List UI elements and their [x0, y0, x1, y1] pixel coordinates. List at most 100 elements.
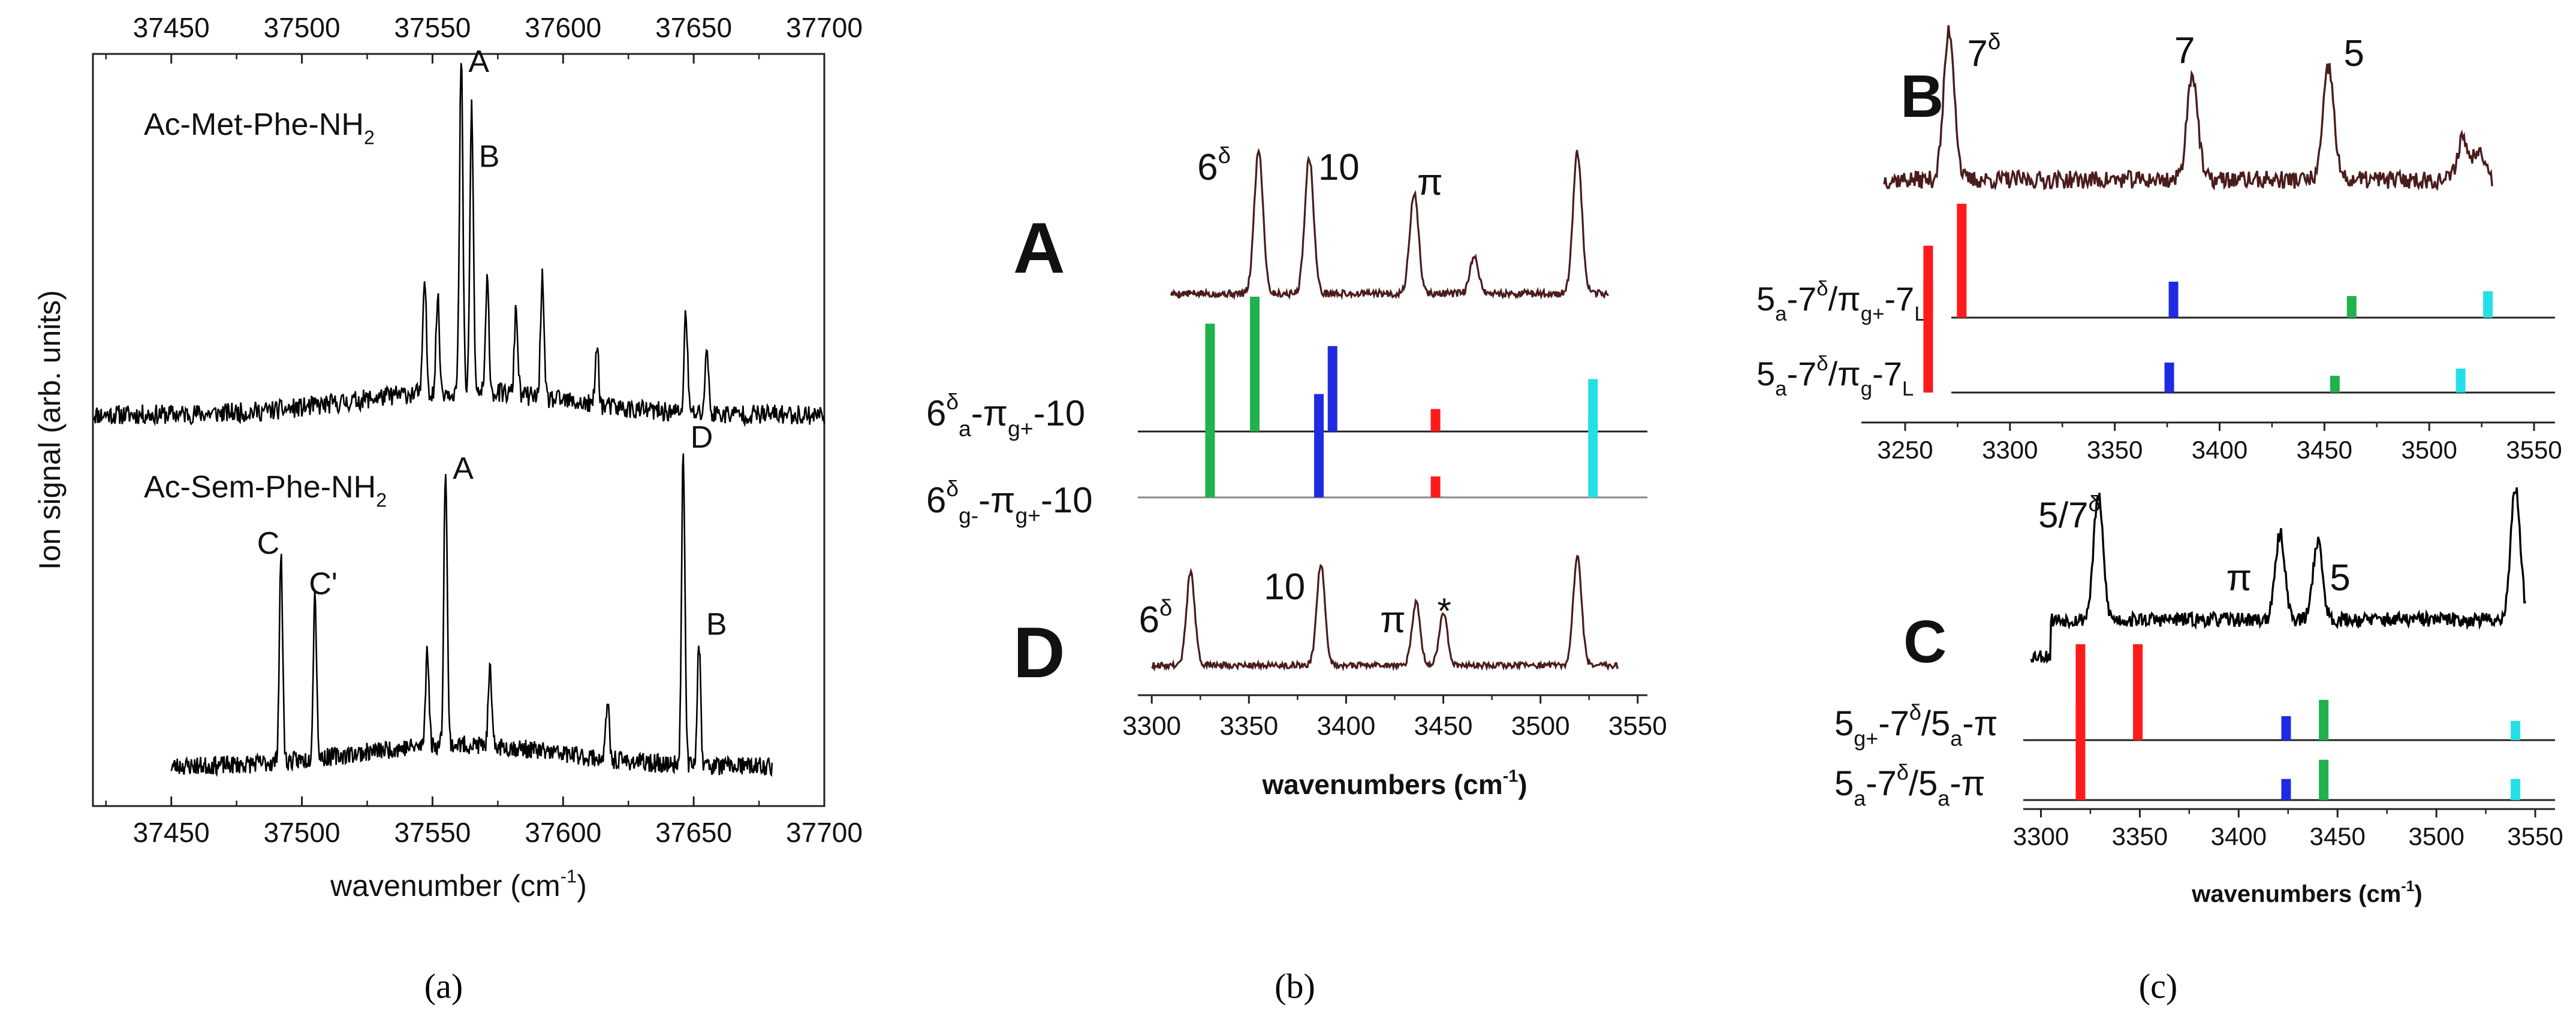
x-tick-label: 3500 — [1511, 711, 1570, 741]
x-axis-label: wavenumbers (cm-1) — [2191, 879, 2422, 907]
peak-label: B — [706, 607, 727, 642]
x-tick-label: 3450 — [1414, 711, 1473, 741]
top-tick-label: 37600 — [525, 12, 601, 43]
x-axis-label: wavenumbers (cm-1) — [1261, 766, 1527, 800]
top-tick-label: 37700 — [786, 12, 863, 43]
stick-bar — [2319, 699, 2329, 740]
spectrum-line — [2030, 487, 2527, 664]
peak-label: 7 — [2174, 30, 2195, 71]
stick-bar — [2511, 778, 2521, 800]
spectrum-line — [170, 453, 773, 777]
stick-bar — [2346, 296, 2357, 318]
spectrum-line — [1883, 25, 2493, 191]
x-tick-label: 3250 — [1877, 436, 1933, 464]
stick-bar — [1588, 423, 1598, 497]
x-tick-label: 3350 — [2087, 436, 2143, 464]
series-label: Ac-Met-Phe-NH2 — [144, 107, 375, 149]
spectrum-name: C — [1903, 608, 1947, 675]
x-axis-label: wavenumber (cm-1) — [330, 866, 587, 903]
spectrum-name: A — [1013, 208, 1065, 288]
stick-label: 5g+-7δ/5a-π — [1834, 700, 1998, 751]
peak-label: A — [468, 44, 489, 79]
stick-label: 6δg--πg+-10 — [926, 476, 1093, 528]
stick-bar — [1923, 279, 1933, 393]
x-tick-label: 3400 — [2192, 436, 2247, 464]
peak-label: π — [1380, 599, 1406, 641]
peak-label: B — [479, 139, 500, 174]
x-tick-label: 3500 — [2408, 822, 2464, 850]
panel-a-frame — [92, 53, 825, 807]
stick-bar — [1430, 476, 1441, 497]
x-tick-label: 3300 — [2013, 822, 2069, 850]
panel-b: A D 6δ 10 π 6δ 10 π * 6δa-πg+-10 6δg--πg+-10 3300 33… — [926, 143, 1667, 1006]
stick-bar — [1250, 297, 1260, 431]
x-tick-label: 3300 — [1122, 711, 1181, 741]
stick-bar — [2075, 704, 2086, 800]
stick-bar — [2281, 716, 2291, 740]
x-tick-label: 3300 — [1982, 436, 2038, 464]
stick-bar — [2164, 363, 2174, 393]
peak-label: π — [1417, 162, 1443, 203]
x-tick-label: 3400 — [2211, 822, 2267, 850]
peak-label: 5/7δ — [2038, 491, 2101, 535]
stick-bar — [1314, 423, 1324, 497]
top-tick-label: 37500 — [264, 12, 341, 43]
stick-bar — [2483, 291, 2493, 318]
stick-bar — [1957, 204, 1967, 318]
peak-label: C' — [309, 567, 337, 602]
peak-label: A — [453, 451, 474, 486]
x-tick-label: 3550 — [2507, 822, 2563, 850]
panel-c: B 7δ 7 5 5a-7δ/πg+-7L 5a-7δ/πg-7L 3250 3300 3350… — [1756, 25, 2563, 1006]
stick-label: 5a-7δ/πg-7L — [1756, 352, 1914, 400]
peak-label: * — [1438, 591, 1451, 631]
peak-label: 6δ — [1139, 595, 1173, 641]
x-tick-label: 37600 — [525, 817, 601, 848]
stick-bar — [2168, 282, 2179, 318]
peak-label: 6δ — [1197, 143, 1231, 188]
x-tick-label: 37700 — [786, 817, 863, 848]
peak-label: D — [691, 420, 713, 455]
stick-bar — [1588, 379, 1598, 431]
stick-bar — [2511, 721, 2521, 740]
x-tick-label: 37500 — [264, 817, 341, 848]
x-tick-label: 37450 — [133, 817, 210, 848]
x-tick-label: 3450 — [2297, 436, 2352, 464]
x-tick-label: 3350 — [1219, 711, 1278, 741]
stick-bar — [1205, 423, 1215, 497]
stick-bar — [2330, 376, 2340, 393]
top-tick-label: 37550 — [394, 12, 471, 43]
top-tick-label: 37450 — [133, 12, 210, 43]
caption-b: (b) — [1275, 967, 1315, 1006]
top-tick-label: 37650 — [655, 12, 732, 43]
caption-a: (a) — [424, 967, 463, 1006]
spectrum-line — [92, 63, 825, 427]
stick-bar — [2133, 644, 2143, 740]
series-label: Ac-Sem-Phe-NH2 — [144, 470, 387, 511]
x-tick-label: 3400 — [1316, 711, 1375, 741]
x-tick-label: 3550 — [1608, 711, 1667, 741]
x-tick-label: 3500 — [2401, 436, 2457, 464]
caption-c: (c) — [2139, 967, 2177, 1006]
spectrum-name: B — [1900, 63, 1944, 130]
stick-bar — [1314, 394, 1324, 431]
peak-label: 10 — [1264, 566, 1305, 608]
peak-label: π — [2226, 557, 2252, 599]
stick-label: 6δa-πg+-10 — [926, 389, 1085, 441]
stick-bar — [2456, 369, 2466, 393]
stick-bar — [1205, 324, 1215, 431]
peak-label: C — [257, 526, 280, 561]
peak-label: 10 — [1318, 147, 1360, 188]
peak-label: 5 — [2330, 557, 2350, 599]
peak-label: 5 — [2343, 33, 2364, 74]
x-tick-label: 37550 — [394, 817, 471, 848]
y-axis-label: Ion signal (arb. units) — [33, 290, 67, 570]
x-tick-label: 3450 — [2309, 822, 2365, 850]
spectrum-line — [1170, 147, 1610, 300]
stick-bar — [1430, 409, 1441, 431]
panel-a: 37450 37450 37500 37500 37550 37550 37600 37600… — [33, 12, 863, 1006]
stick-label: 5a-7δ/5a-π — [1834, 760, 1986, 811]
x-tick-label: 3550 — [2506, 436, 2562, 464]
stick-bar — [1327, 346, 1337, 431]
peak-label: 7δ — [1967, 29, 2000, 74]
